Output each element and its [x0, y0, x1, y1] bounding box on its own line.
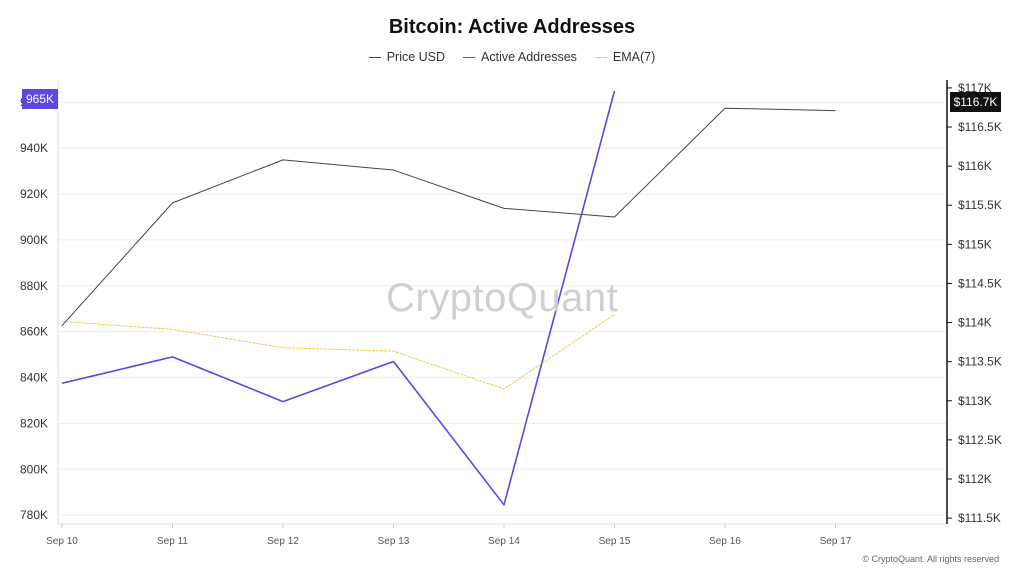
legend-label-active-addresses: Active Addresses — [481, 50, 577, 64]
left-axis-tick-label: 800K — [20, 462, 48, 476]
x-axis-tick-label: Sep 15 — [599, 536, 631, 547]
left-axis-tick-label: 920K — [20, 187, 48, 201]
active-addresses-last-value-badge: 965K — [22, 89, 58, 109]
legend-swatch-price — [368, 56, 381, 58]
x-axis-tick-label: Sep 16 — [709, 536, 741, 547]
left-axis-tick-label: 840K — [20, 371, 48, 385]
left-axis-tick-label: 900K — [20, 233, 48, 247]
legend-item-price[interactable]: Price USD — [368, 50, 446, 64]
right-axis-tick-label: $115.5K — [958, 198, 1002, 212]
price-last-value-badge: $116.7K — [950, 92, 1001, 112]
x-axis-tick-label: Sep 10 — [46, 536, 78, 547]
watermark: CryptoQuant — [386, 276, 619, 320]
x-axis-tick-label: Sep 14 — [488, 536, 520, 547]
right-axis-tick-label: $111.5K — [958, 511, 1001, 525]
x-axis-tick-label: Sep 12 — [267, 536, 299, 547]
right-axis-tick-label: $112K — [958, 472, 992, 486]
legend-swatch-ema — [594, 56, 607, 58]
right-axis-tick-label: $113K — [958, 394, 992, 408]
left-axis-tick-label: 820K — [20, 416, 48, 430]
chart-title: Bitcoin: Active Addresses — [388, 16, 636, 38]
right-axis-tick-label: $112.5K — [958, 433, 1002, 447]
left-axis-tick-label: 880K — [20, 279, 48, 293]
left-axis-tick-label: 780K — [20, 508, 48, 522]
legend-label-ema: EMA(7) — [612, 50, 656, 64]
left-axis-tick-label: 860K — [20, 325, 48, 339]
price-usd-line — [61, 107, 836, 327]
legend-item-active-addresses[interactable]: Active Addresses — [463, 50, 577, 64]
x-axis-tick-label: Sep 13 — [378, 536, 410, 547]
x-axis-tick-label: Sep 11 — [157, 536, 188, 547]
legend-label-price: Price USD — [386, 50, 446, 64]
right-axis-tick-label: $114.5K — [958, 276, 1002, 290]
legend-item-ema[interactable]: EMA(7) — [594, 50, 656, 64]
right-axis-tick-label: $115K — [958, 237, 992, 251]
ema7-line — [61, 314, 615, 390]
legend-swatch-active-addresses — [463, 56, 476, 58]
active-addresses-line — [61, 90, 616, 506]
right-axis-tick-label: $116.5K — [958, 120, 1002, 134]
right-axis-tick-label: $114K — [958, 316, 992, 330]
copyright-footer: © CryptoQuant. All rights reserved — [862, 554, 999, 564]
right-axis-tick-label: $117K — [958, 81, 992, 95]
legend: Price USD Active Addresses EMA(7) — [0, 50, 1024, 64]
x-axis-tick-label: Sep 17 — [820, 536, 852, 547]
right-axis-tick-label: $113.5K — [958, 355, 1002, 369]
right-axis-tick-label: $116K — [958, 159, 992, 173]
left-axis-tick-label: 940K — [20, 141, 48, 155]
